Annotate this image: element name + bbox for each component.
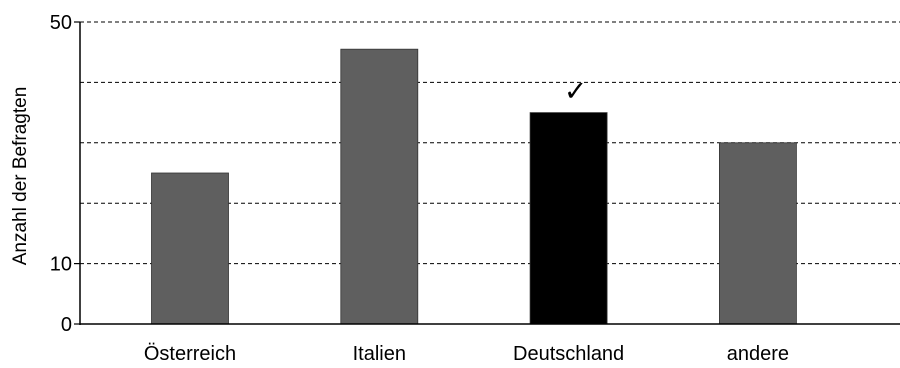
y-tick-label-10: 10 — [50, 254, 72, 276]
y-axis-label: Anzahl der Befragten — [10, 87, 31, 266]
category-label-3: andere — [727, 343, 789, 365]
category-label-2: Deutschland — [513, 343, 624, 365]
y-tick-label-50: 50 — [50, 12, 72, 34]
bar-2 — [529, 112, 608, 325]
axes — [79, 22, 900, 325]
bars: ✓ — [151, 48, 797, 325]
bar-0 — [151, 172, 229, 325]
bar-3 — [719, 142, 797, 325]
y-tick-label-0: 0 — [61, 314, 72, 336]
category-label-0: Österreich — [144, 343, 236, 365]
category-labels: Österreich Italien Deutschland andere — [144, 343, 789, 365]
y-tick-labels: 0 10 50 — [50, 12, 80, 336]
bar-1 — [340, 48, 419, 325]
highlight-check-icon: ✓ — [564, 76, 587, 107]
category-label-1: Italien — [353, 343, 406, 365]
